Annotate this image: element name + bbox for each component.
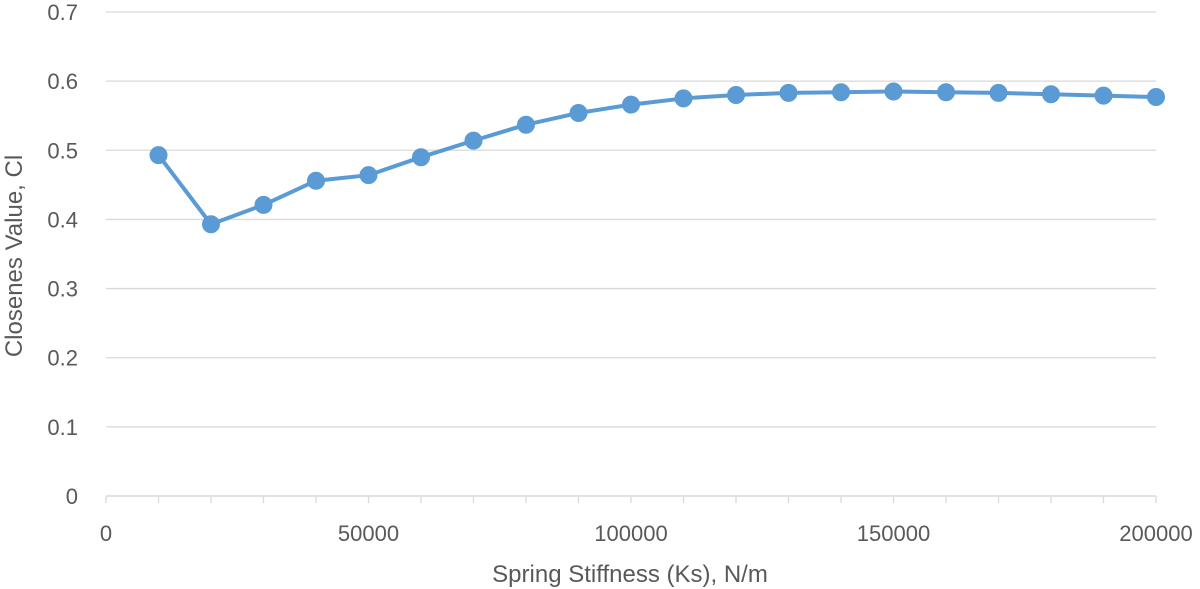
data-point (464, 131, 483, 150)
data-point (1094, 86, 1113, 105)
x-tick-label: 200000 (1119, 521, 1192, 546)
y-axis-title: Closenes Value, Cl (1, 155, 28, 357)
y-tick-label: 0.5 (47, 138, 78, 163)
gridlines (106, 11, 1156, 428)
data-point (359, 166, 378, 185)
data-point (412, 148, 430, 167)
data-point (832, 83, 850, 102)
data-point (1042, 85, 1060, 104)
data-point (622, 95, 640, 114)
x-tick-label: 100000 (594, 521, 667, 546)
x-tick-label: 0 (100, 521, 112, 546)
y-tick-label: 0.4 (47, 207, 78, 232)
y-tick-label: 0.3 (47, 277, 78, 302)
y-tick-label: 0 (66, 484, 78, 509)
data-point (254, 195, 273, 214)
data-point (937, 83, 955, 102)
y-tick-label: 0.1 (47, 415, 78, 440)
data-point (307, 171, 325, 190)
data-point (989, 83, 1008, 102)
y-tick-label: 0.2 (47, 346, 78, 371)
tick-labels: 0 0.1 0.2 0.3 0.4 0.5 0.6 0.7 0 50000 100000 150000… (47, 0, 1192, 546)
data-point (727, 85, 745, 104)
data-point (779, 83, 798, 102)
data-point (202, 215, 220, 234)
series-line (156, 89, 1158, 227)
data-point (884, 82, 903, 101)
x-axis-title: Spring Stiffness (Ks), N/m (492, 561, 768, 588)
y-tick-label: 0.6 (47, 69, 78, 94)
data-point (674, 89, 693, 108)
data-point (569, 103, 588, 122)
x-tick-label: 150000 (857, 521, 930, 546)
data-point (149, 146, 168, 165)
data-point (1147, 88, 1165, 107)
x-tick-label: 50000 (338, 521, 399, 546)
x-axis (105, 495, 1157, 503)
y-tick-label: 0.7 (47, 0, 78, 25)
data-point (517, 115, 535, 134)
data-series (149, 82, 1165, 234)
